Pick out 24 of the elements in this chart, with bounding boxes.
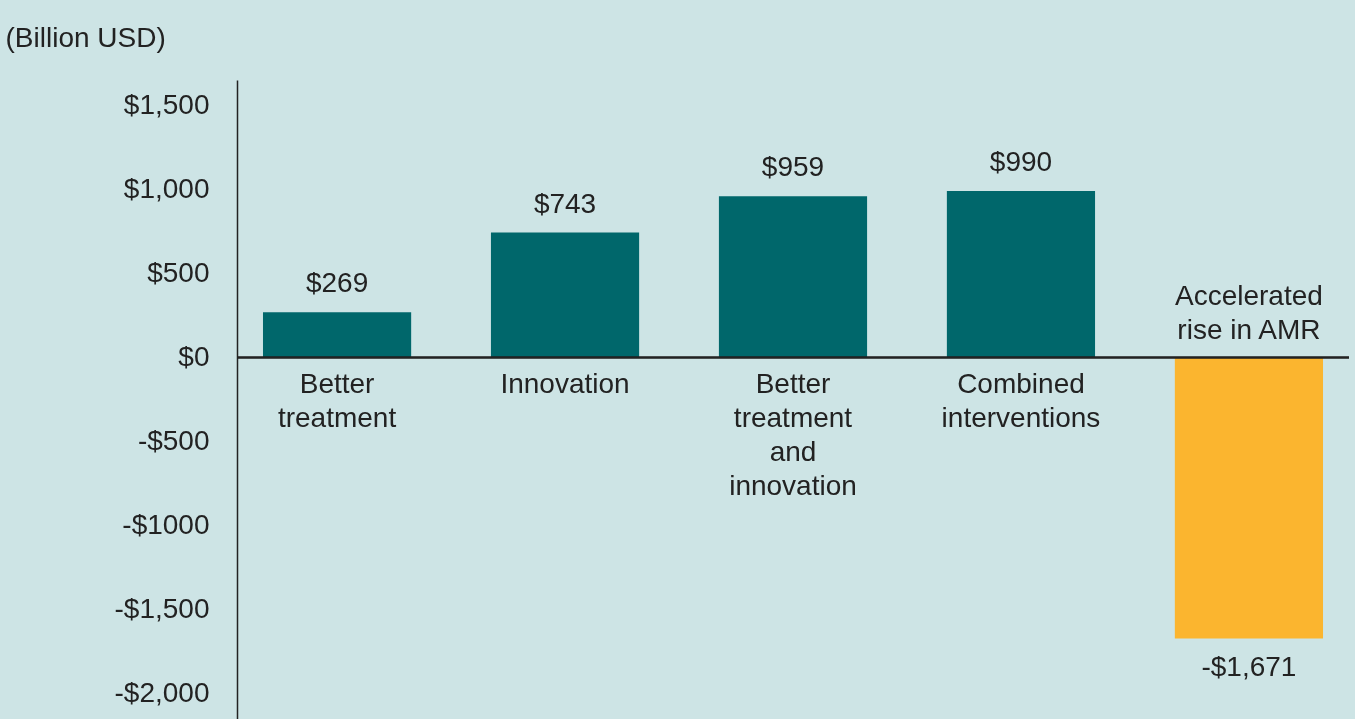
bar: [262, 312, 412, 358]
y-tick-label: $0: [178, 340, 210, 372]
y-tick-label: $1,500: [123, 88, 210, 120]
x-tick-label: Accelerated rise in AMR: [1174, 280, 1323, 346]
x-tick-label: Combined interventions: [941, 368, 1101, 434]
x-tick-label: Better treatment: [277, 368, 397, 434]
bar: [946, 190, 1096, 358]
data-label: $743: [533, 187, 597, 219]
bar: [490, 232, 640, 358]
y-tick-label: -$500: [137, 425, 210, 457]
data-label: $959: [761, 151, 825, 183]
data-label: $990: [989, 145, 1053, 177]
x-tick-label: Innovation: [500, 368, 630, 400]
y-tick-label: $1,000: [123, 172, 210, 204]
data-label: $269: [305, 267, 369, 299]
y-tick-label: $500: [147, 256, 210, 288]
y-tick-label: -$1,500: [114, 593, 210, 625]
y-axis-title: (Billion USD): [5, 21, 166, 53]
bar: [1174, 357, 1324, 639]
x-tick-label: Better treatment and innovation: [729, 368, 857, 502]
bar: [718, 196, 868, 358]
y-tick-label: -$1000: [122, 509, 210, 541]
y-tick-label: -$2,000: [114, 677, 210, 709]
data-label: -$1,671: [1201, 651, 1297, 683]
